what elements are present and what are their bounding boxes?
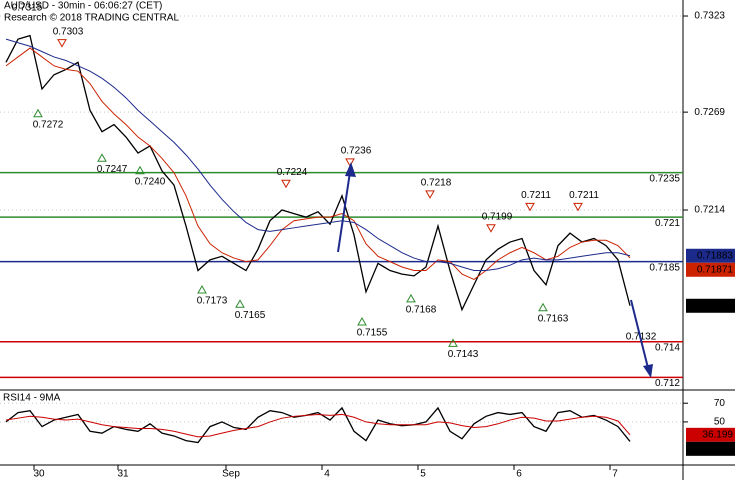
level-label: 0.714 — [655, 342, 680, 353]
pivot-label: 0.7303 — [53, 26, 84, 37]
last-value-box — [686, 248, 735, 263]
x-tick-label: 6 — [516, 469, 522, 480]
last-value-box — [686, 262, 735, 277]
pivot-low — [406, 293, 416, 303]
chart-title: AUD/USD - 30min - 06:06:27 (CET) — [4, 1, 162, 12]
level-label: 0.7235 — [649, 173, 680, 184]
last-value-label: 0.71602 — [697, 300, 734, 311]
pivot-high — [57, 39, 67, 48]
x-tick-label: Sep — [222, 469, 240, 480]
pivot-high — [486, 224, 496, 233]
last-value-box — [686, 298, 735, 313]
pivot-label: 0.7199 — [482, 211, 513, 222]
level-label: 0.712 — [655, 378, 680, 389]
up-arrow — [337, 162, 356, 253]
y-tick-label: 70 — [714, 398, 726, 409]
pivot-low — [235, 299, 245, 308]
x-tick-label: 30 — [33, 469, 45, 480]
pivot-label: 0.7155 — [357, 328, 388, 339]
series-line — [5, 413, 631, 438]
level-label: 0.721 — [655, 218, 680, 229]
pivot-high — [425, 190, 435, 199]
y-tick-label: 50 — [714, 417, 726, 428]
pivot-label: 0.7236 — [341, 146, 372, 157]
pivot-label: 0.7163 — [538, 313, 569, 324]
pivot-label: 0.7247 — [97, 164, 128, 175]
last-value-label: 29.1536 — [697, 443, 734, 454]
pivot-label: 0.7211 — [569, 190, 599, 201]
last-value-label: 0.71871 — [697, 264, 734, 275]
pivot-low — [448, 338, 458, 347]
arrow-head — [345, 162, 356, 177]
arrow-shaft — [630, 299, 649, 369]
pivot-low — [357, 317, 367, 326]
pivot-label: 0.7211 — [521, 190, 551, 201]
x-tick-label: 31 — [117, 469, 129, 480]
y-tick-label: 0.7214 — [694, 205, 725, 216]
down-arrow — [630, 299, 653, 378]
level-label: 0.7185 — [649, 262, 680, 273]
last-value-box — [686, 427, 735, 442]
y-tick-label: 0.7323 — [694, 11, 725, 22]
pivot-label: 0.7272 — [33, 119, 64, 130]
last-value-label: 36.199 — [702, 429, 733, 440]
x-tick-label: 5 — [420, 469, 426, 480]
last-value-box — [686, 441, 735, 456]
pivot-low — [538, 302, 548, 312]
pivot-high — [281, 179, 291, 189]
pivot-label: 0.7224 — [277, 167, 308, 178]
chart-subtitle: Research © 2018 TRADING CENTRAL — [4, 13, 179, 24]
pivot-label: 0.7240 — [135, 176, 166, 187]
x-tick-label: 4 — [324, 469, 330, 480]
pivot-low — [197, 284, 207, 294]
series-line — [5, 38, 631, 272]
pivot-low — [97, 153, 107, 162]
y-tick-label: 0.7269 — [694, 107, 725, 118]
arrow-shaft — [337, 171, 351, 253]
pivot-high — [573, 202, 583, 212]
pivot-high — [525, 202, 535, 212]
rsi-title: RSI14 - 9MA — [3, 393, 61, 404]
pivot-label: 0.7218 — [421, 178, 452, 189]
arrow-head — [643, 364, 653, 378]
pivot-label: 0.7143 — [448, 349, 479, 360]
plot: 0.7323 0.7269 0.7214 0.7235 0.721 0.7185 0.714… — [0, 3, 735, 480]
x-tick-label: 7 — [612, 469, 618, 480]
last-value-label: 0.71883 — [697, 250, 734, 261]
pivot-label: 0.7168 — [406, 305, 437, 316]
series-line — [5, 47, 631, 281]
pivot-low — [135, 165, 145, 175]
pivot-low — [33, 108, 43, 118]
pivot-label: 0.7315 — [12, 3, 43, 14]
pivot-high — [345, 158, 355, 167]
pivot-label: 0.7165 — [235, 310, 266, 321]
pivot-label: 0.7173 — [197, 296, 228, 307]
